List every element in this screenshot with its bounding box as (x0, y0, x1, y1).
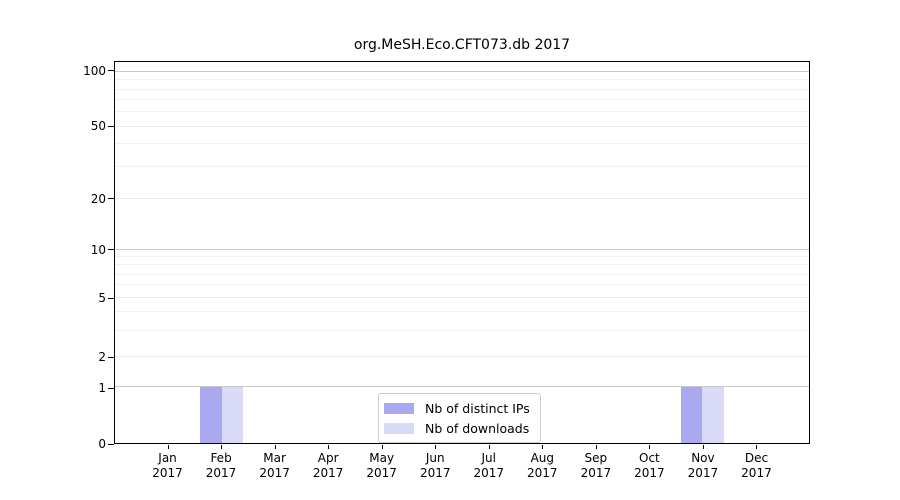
gridline-minor (115, 143, 809, 145)
x-tick-label-oct-2017: Oct 2017 (634, 451, 665, 480)
x-tick-mark-jun-2017 (435, 445, 437, 449)
y-tick-mark-0 (108, 443, 114, 445)
chart-title: org.MeSH.Eco.CFT073.db 2017 (353, 37, 571, 53)
gridline-10 (115, 248, 809, 250)
gridline-minor (115, 79, 809, 81)
bar-nb-of-downloads-feb-2017 (221, 387, 244, 443)
gridline-5 (115, 296, 809, 298)
legend-label: Nb of distinct IPs (425, 400, 530, 416)
x-tick-label-jan-2017: Jan 2017 (152, 451, 183, 480)
x-tick-label-sep-2017: Sep 2017 (580, 451, 612, 480)
y-tick-mark-2 (108, 356, 114, 358)
x-tick-mark-dec-2017 (756, 445, 758, 449)
y-tick-label-1: 1 (98, 381, 106, 396)
y-tick-mark-20 (108, 198, 114, 200)
gridline-20 (115, 198, 809, 200)
gridline-minor (115, 284, 809, 286)
x-tick-mark-may-2017 (381, 445, 383, 449)
x-tick-label-may-2017: May 2017 (366, 451, 397, 480)
gridline-minor (115, 329, 809, 331)
legend-swatch (384, 402, 414, 414)
y-tick-label-2: 2 (98, 350, 106, 365)
x-tick-mark-mar-2017 (274, 445, 276, 449)
y-tick-mark-100 (108, 70, 114, 72)
x-tick-label-jun-2017: Jun 2017 (419, 451, 451, 480)
x-tick-mark-jul-2017 (488, 445, 490, 449)
x-tick-mark-jan-2017 (167, 445, 169, 449)
gridline-minor (115, 99, 809, 101)
x-tick-mark-aug-2017 (542, 445, 544, 449)
y-tick-mark-1 (108, 387, 114, 389)
x-tick-label-aug-2017: Aug 2017 (527, 451, 558, 480)
bar-nb-of-distinct-ips-nov-2017 (680, 387, 703, 443)
gridline-minor (115, 166, 809, 168)
gridline-minor (115, 88, 809, 90)
x-tick-label-feb-2017: Feb 2017 (205, 451, 237, 480)
x-tick-mark-sep-2017 (595, 445, 597, 449)
y-tick-label-50: 50 (90, 119, 106, 134)
gridline-minor (115, 311, 809, 313)
gridline-minor (115, 111, 809, 113)
x-tick-label-jul-2017: Jul 2017 (473, 451, 505, 480)
x-tick-label-dec-2017: Dec 2017 (741, 451, 772, 480)
y-tick-label-100: 100 (83, 63, 106, 78)
bar-nb-of-distinct-ips-feb-2017 (200, 387, 222, 443)
gridline-minor (115, 256, 809, 258)
x-tick-label-nov-2017: Nov 2017 (687, 451, 719, 480)
y-tick-mark-10 (108, 249, 114, 251)
x-tick-label-mar-2017: Mar 2017 (259, 451, 290, 480)
x-tick-mark-oct-2017 (649, 445, 651, 449)
gridline-minor (115, 273, 809, 275)
gridline-2 (115, 355, 809, 357)
y-tick-label-20: 20 (90, 191, 106, 206)
legend: Nb of distinct IPs Nb of downloads (378, 393, 541, 443)
y-tick-label-5: 5 (98, 291, 106, 306)
legend-item-0: Nb of distinct IPs (384, 400, 532, 416)
gridline-1 (115, 386, 809, 388)
legend-label: Nb of downloads (425, 420, 530, 436)
x-tick-label-apr-2017: Apr 2017 (312, 451, 344, 480)
y-tick-label-0: 0 (98, 437, 106, 451)
gridline-50 (115, 125, 809, 127)
x-tick-mark-apr-2017 (328, 445, 330, 449)
y-tick-mark-50 (108, 125, 114, 127)
plot-area (114, 61, 810, 444)
x-tick-mark-feb-2017 (221, 445, 223, 449)
legend-swatch (384, 422, 414, 434)
legend-item-1: Nb of downloads (384, 420, 532, 436)
bar-nb-of-downloads-nov-2017 (702, 387, 724, 443)
gridline-100 (115, 70, 809, 72)
y-tick-label-10: 10 (90, 242, 106, 257)
y-tick-mark-5 (108, 297, 114, 299)
gridline-minor (115, 264, 809, 266)
x-tick-mark-nov-2017 (702, 445, 704, 449)
